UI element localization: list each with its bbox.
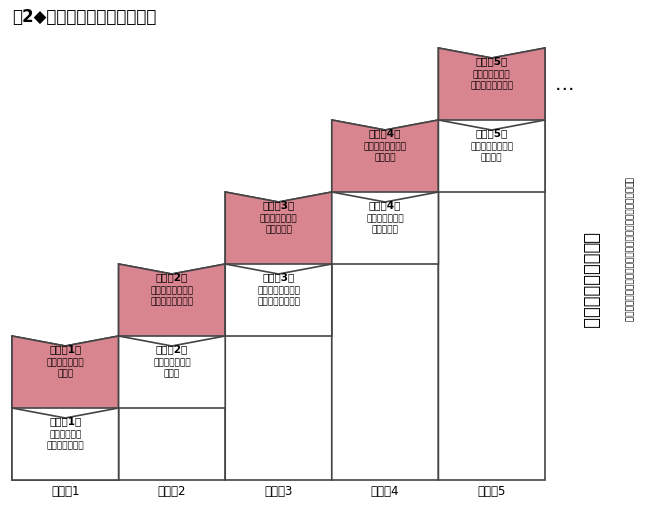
Polygon shape <box>332 120 438 480</box>
Polygon shape <box>118 264 225 480</box>
Text: 【目的5】: 【目的5】 <box>476 56 508 66</box>
Polygon shape <box>438 48 545 480</box>
Text: 専門を生かした
就職をする: 専門を生かした 就職をする <box>260 214 297 234</box>
Text: 【手段5】: 【手段5】 <box>476 128 508 138</box>
Polygon shape <box>12 336 118 408</box>
Text: レベル1: レベル1 <box>51 485 79 498</box>
Text: 【手段2】: 【手段2】 <box>156 344 188 354</box>
Text: レベル2: レベル2 <box>158 485 186 498</box>
Polygon shape <box>225 192 332 480</box>
Text: 【目的3】: 【目的3】 <box>263 200 294 210</box>
Text: 希望の大学に入り
好きな研究をする: 希望の大学に入り 好きな研究をする <box>257 286 300 306</box>
Text: レベル3: レベル3 <box>265 485 292 498</box>
Polygon shape <box>118 336 225 408</box>
Polygon shape <box>12 408 118 480</box>
Polygon shape <box>225 192 332 264</box>
Text: 【手段3】: 【手段3】 <box>263 272 294 282</box>
Text: 【目的1】: 【目的1】 <box>49 344 81 354</box>
Text: さらなる目的に続く: さらなる目的に続く <box>581 232 599 328</box>
Text: …: … <box>555 74 575 93</box>
Text: レベル5: レベル5 <box>478 485 506 498</box>
Text: 専門を生かした
就職をする: 専門を生かした 就職をする <box>367 214 404 234</box>
Polygon shape <box>12 336 118 480</box>
Polygon shape <box>438 120 545 192</box>
Text: 【目的4】: 【目的4】 <box>369 128 401 138</box>
Text: 【目的2】: 【目的2】 <box>156 272 188 282</box>
Text: レベル4: レベル4 <box>371 485 399 498</box>
Text: （おそらく無限に続く。より大きな意志を持ち続ける限り）: （おそらく無限に続く。より大きな意志を持ち続ける限り） <box>623 178 632 322</box>
Text: 仕事経験を積んで
成長する: 仕事経験を積んで 成長する <box>363 142 407 162</box>
Text: テストでいい点
を取る: テストでいい点 を取る <box>153 358 190 378</box>
Text: 【手段4】: 【手段4】 <box>369 200 401 210</box>
Polygon shape <box>438 48 545 120</box>
Text: 【手段1】: 【手段1】 <box>49 416 81 426</box>
Text: 図2◆目的と手段の入れ替わり: 図2◆目的と手段の入れ替わり <box>12 8 157 26</box>
Polygon shape <box>118 264 225 336</box>
Text: ・算数を習う
・漢字を覚える: ・算数を習う ・漢字を覚える <box>47 430 84 450</box>
Text: テストでいい点
を取る: テストでいい点 を取る <box>47 358 84 378</box>
Polygon shape <box>332 120 438 192</box>
Text: 仕事経験を積んで
成長する: 仕事経験を積んで 成長する <box>470 142 514 162</box>
Polygon shape <box>332 192 438 264</box>
Text: 希望の大学に入り
好きな研究をする: 希望の大学に入り 好きな研究をする <box>150 286 194 306</box>
Text: 社会貢献できる
ような起業をする: 社会貢献できる ような起業をする <box>470 70 514 90</box>
Polygon shape <box>225 264 332 336</box>
